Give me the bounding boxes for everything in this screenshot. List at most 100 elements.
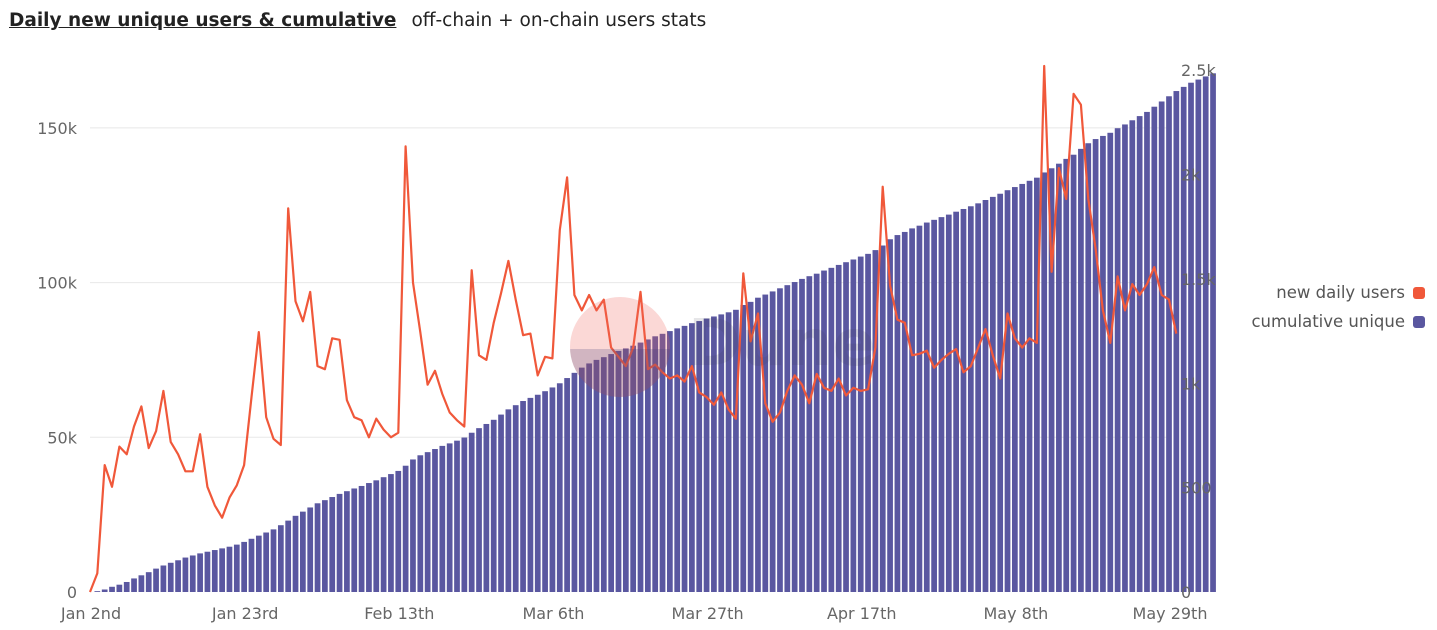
cumulative-bar [916, 225, 923, 592]
cumulative-bar [490, 419, 497, 592]
legend-item-new-daily-users[interactable]: new daily users [1245, 278, 1425, 307]
legend-label: new daily users [1276, 283, 1405, 302]
y-right-tick-label: 2k [1181, 166, 1201, 185]
grid-lines [90, 127, 1169, 438]
cumulative-bar [167, 562, 174, 592]
cumulative-bar [336, 493, 343, 592]
cumulative-bar [542, 391, 548, 592]
cumulative-bar [784, 285, 791, 592]
cumulative-bar [1144, 111, 1150, 593]
cumulative-bar [674, 328, 681, 592]
y-right-tick-label: 1k [1181, 374, 1201, 393]
cumulative-bar [204, 551, 211, 592]
cumulative-bar [571, 372, 578, 592]
cumulative-bar [1122, 124, 1128, 592]
cumulative-bar [498, 414, 504, 592]
cumulative-bar [226, 546, 233, 592]
cumulative-bar [219, 548, 225, 592]
cumulative-bar [1100, 135, 1106, 592]
cumulative-bar [1173, 91, 1180, 593]
cumulative-bar [1202, 76, 1209, 592]
cumulative-bar [322, 500, 328, 592]
cumulative-bar [410, 459, 416, 592]
cumulative-bars [94, 73, 1216, 593]
cumulative-bar [1004, 190, 1011, 592]
cumulative-bar [747, 301, 754, 592]
cumulative-bar [1158, 101, 1165, 592]
cumulative-bar [718, 314, 725, 592]
cumulative-bar [689, 323, 695, 592]
cumulative-bar [461, 437, 468, 592]
cumulative-bar [755, 297, 761, 592]
cumulative-bar [857, 256, 864, 592]
legend: new daily users cumulative unique [1245, 278, 1425, 336]
legend-label: cumulative unique [1251, 312, 1405, 331]
new-daily-users-series-line [88, 64, 1178, 593]
cumulative-bar [813, 273, 820, 592]
cumulative-bar [681, 325, 688, 592]
cumulative-bar [945, 214, 952, 592]
cumulative-bar [153, 568, 159, 592]
cumulative-bar [644, 339, 651, 592]
cumulative-bar [769, 291, 776, 592]
cumulative-bar [160, 565, 167, 592]
legend-swatch [1413, 286, 1425, 299]
cumulative-bar [123, 581, 130, 592]
cumulative-bar [270, 529, 277, 592]
cumulative-bar [982, 200, 989, 592]
cumulative-bar [593, 359, 600, 592]
cumulative-bar [659, 333, 666, 592]
cumulative-bar [197, 553, 203, 592]
x-axis: Jan 2nd Jan 23rd Feb 13th Mar 6th Mar 27th Ap… [60, 604, 1208, 623]
y-axis-right: 0 500 1k 1.5k 2k 2.5k [1181, 61, 1216, 602]
cumulative-bar [1092, 139, 1099, 593]
chart-title[interactable]: Daily new unique users & cumulative [9, 10, 397, 31]
cumulative-bar [417, 455, 424, 592]
cumulative-bar [777, 288, 783, 592]
y-axis-left: 0 50k 100k 150k [37, 119, 78, 602]
x-tick-label: May 29th [1133, 604, 1208, 623]
cumulative-bar [101, 589, 108, 592]
cumulative-bar [233, 544, 240, 592]
cumulative-bar [1026, 180, 1033, 593]
cumulative-bar [277, 525, 284, 592]
cumulative-bar [94, 591, 101, 592]
cumulative-bar [432, 449, 438, 592]
cumulative-bar [344, 491, 350, 592]
cumulative-bar [696, 321, 703, 592]
legend-item-cumulative-unique[interactable]: cumulative unique [1245, 307, 1425, 336]
cumulative-bar [454, 440, 460, 592]
cumulative-bar [1048, 168, 1055, 592]
cumulative-bar [366, 483, 372, 592]
cumulative-bar [395, 470, 402, 592]
cumulative-bar [799, 278, 805, 592]
y-right-tick-label: 500 [1181, 479, 1212, 498]
cumulative-bar [975, 203, 982, 592]
cumulative-bar [1136, 116, 1143, 592]
x-tick-label: Mar 6th [522, 604, 584, 623]
cumulative-bar [586, 363, 592, 592]
cumulative-bar [388, 474, 394, 592]
cumulative-bar [358, 485, 365, 592]
y-right-tick-label: 0 [1181, 583, 1191, 602]
cumulative-bar [1070, 154, 1077, 592]
cumulative-bar [446, 443, 453, 592]
cumulative-bar [843, 262, 849, 592]
cumulative-bar [145, 572, 152, 592]
cumulative-bar [512, 405, 519, 592]
cumulative-bar [520, 401, 526, 592]
cumulative-bar [615, 350, 622, 592]
cumulative-bar [989, 196, 996, 592]
cumulative-bar [1114, 128, 1121, 592]
cumulative-bar [1195, 79, 1202, 593]
cumulative-bar [967, 206, 974, 592]
cumulative-bar [703, 318, 710, 592]
cumulative-bar [1210, 73, 1216, 593]
x-tick-label: Jan 2nd [60, 604, 121, 623]
cumulative-bar [255, 535, 262, 592]
cumulative-bar [300, 511, 306, 592]
cumulative-bar [468, 432, 475, 592]
y-left-tick-label: 150k [37, 119, 78, 138]
cumulative-bar [351, 488, 358, 592]
cumulative-bar [292, 515, 299, 592]
